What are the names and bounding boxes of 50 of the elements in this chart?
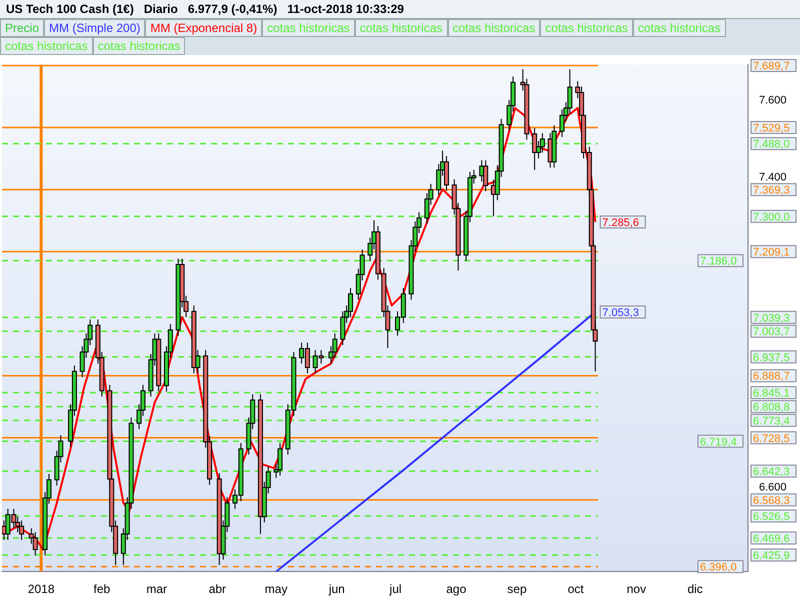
y-tick-label: 7.400 [759, 172, 787, 184]
x-tick-label: may [264, 582, 288, 596]
ref-line-label: 6.773,4 [753, 415, 790, 428]
text: MM (Exponencial 8) [145, 19, 262, 37]
ref-line-label: 7.003,7 [753, 326, 790, 338]
x-tick-label: sep [507, 582, 527, 596]
x-tick-label: oct [568, 582, 584, 596]
text: cotas historicas [632, 19, 726, 37]
x-tick-label: nov [626, 582, 646, 596]
ref-line-label: 7.186,0 [700, 256, 737, 268]
ref-line-label: 6.642,3 [753, 466, 790, 478]
x-tick-label: feb [94, 582, 111, 596]
ref-line-label: 7.689,7 [753, 60, 790, 72]
ref-line-label: 7.039,3 [753, 312, 790, 324]
ref-line-label: 7.488,0 [753, 138, 790, 151]
ref-line-label: 6.469,6 [753, 533, 790, 546]
ref-line-label: 6.808,8 [753, 402, 790, 414]
text: cotas historicas [354, 19, 448, 37]
text: cotas historicas [448, 19, 540, 37]
ref-line-label: 7.300,0 [753, 211, 790, 224]
ref-line-label: 7.209,1 [753, 246, 790, 259]
chart-title: US Tech 100 Cash (1€) Diario 6.977,9 (-0,41%) 11-oct-2018 10:33:29 [0, 0, 800, 19]
text: cotas historicas [262, 19, 355, 37]
ref-line-label: 6.888,7 [753, 370, 790, 383]
x-tick-label: 2018 [28, 582, 55, 596]
ref-line-label: 6.425,9 [753, 550, 790, 562]
data-label: 7.285,6 [602, 217, 639, 230]
ref-line-label: 6.728,5 [753, 432, 790, 445]
x-tick-label: dic [687, 582, 703, 596]
text: MM (Simple 200) [44, 19, 146, 37]
text: cotas historicas [0, 37, 93, 55]
x-tick-label: jul [388, 582, 402, 596]
y-tick-label: 6.600 [759, 482, 787, 494]
ref-line-label: 6.845,1 [753, 388, 790, 400]
x-tick-label: ago [446, 582, 467, 596]
y-tick-label: 7.600 [759, 94, 787, 106]
x-tick-label: mar [146, 582, 168, 596]
ref-line-label: 7.529,5 [753, 122, 790, 135]
ref-line-label: 6.526,5 [753, 511, 790, 524]
x-tick-label: abr [208, 582, 226, 596]
x-tick-label: jun [328, 582, 345, 596]
ref-line-label: 6.568,3 [753, 494, 790, 507]
ref-line-label: 6.396,0 [700, 562, 737, 574]
text: cotas historicas [92, 37, 186, 55]
ref-line-label: 6.937,5 [753, 352, 790, 364]
ref-line-label: 6.719,4 [700, 436, 737, 448]
ref-line-label: 7.369,3 [753, 184, 790, 197]
text: cotas historicas [540, 19, 633, 37]
text: Precio [0, 19, 44, 37]
data-label: 7.053,3 [602, 306, 639, 319]
